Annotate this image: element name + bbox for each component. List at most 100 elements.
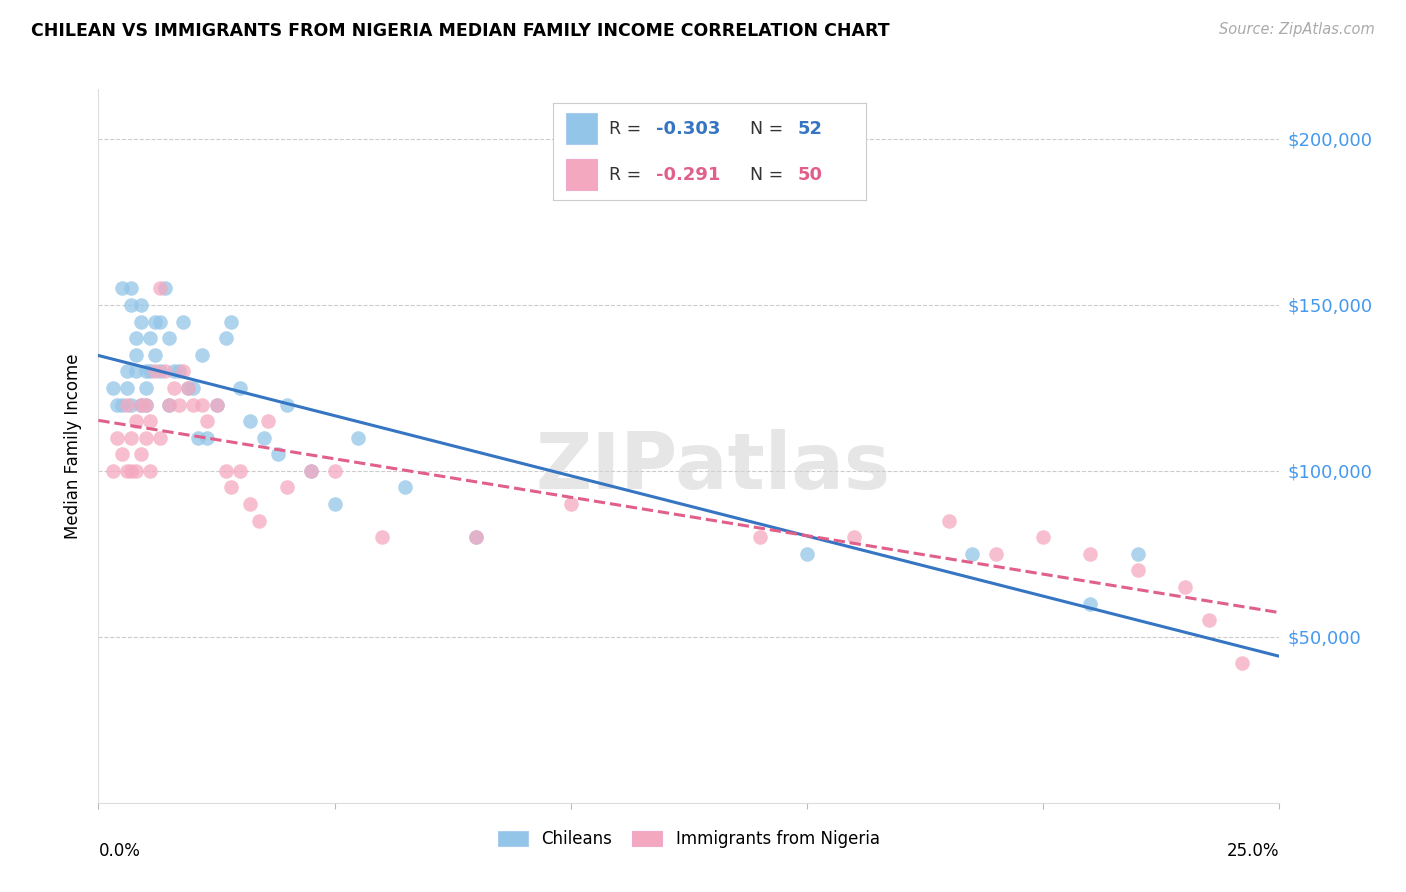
Point — [257, 414, 280, 428]
Point — [748, 530, 770, 544]
Text: CHILEAN VS IMMIGRANTS FROM NIGERIA MEDIAN FAMILY INCOME CORRELATION CHART: CHILEAN VS IMMIGRANTS FROM NIGERIA MEDIA… — [31, 22, 890, 40]
Point — [1032, 530, 1054, 544]
Point — [177, 381, 200, 395]
Point — [135, 431, 157, 445]
Point — [139, 464, 162, 478]
Point — [125, 464, 148, 478]
Point — [253, 431, 276, 445]
Point — [143, 364, 166, 378]
Point — [111, 447, 134, 461]
Point — [149, 431, 172, 445]
Point — [938, 514, 960, 528]
Point — [115, 364, 138, 378]
Point — [143, 314, 166, 328]
Point — [465, 530, 488, 544]
Point — [121, 397, 143, 411]
Point — [153, 364, 176, 378]
Point — [125, 364, 148, 378]
Point — [167, 364, 190, 378]
Point — [247, 514, 270, 528]
Point — [149, 364, 172, 378]
Y-axis label: Median Family Income: Median Family Income — [65, 353, 83, 539]
Point — [394, 481, 416, 495]
Point — [149, 281, 172, 295]
Point — [139, 414, 162, 428]
Legend: Chileans, Immigrants from Nigeria: Chileans, Immigrants from Nigeria — [492, 824, 886, 855]
Point — [205, 397, 228, 411]
Point — [125, 414, 148, 428]
Text: ZIPatlas: ZIPatlas — [536, 429, 890, 506]
Point — [129, 397, 152, 411]
Point — [115, 397, 138, 411]
Point — [135, 364, 157, 378]
Point — [1126, 564, 1149, 578]
Point — [195, 414, 218, 428]
Point — [844, 530, 866, 544]
Point — [181, 397, 204, 411]
Point — [129, 397, 152, 411]
Point — [276, 397, 298, 411]
Point — [121, 298, 143, 312]
Point — [163, 364, 186, 378]
Point — [105, 431, 128, 445]
Point — [219, 481, 242, 495]
Point — [111, 281, 134, 295]
Point — [215, 464, 238, 478]
Point — [139, 364, 162, 378]
Text: 0.0%: 0.0% — [98, 842, 141, 860]
Point — [984, 547, 1007, 561]
Point — [1230, 657, 1253, 671]
Point — [371, 530, 394, 544]
Point — [139, 331, 162, 345]
Point — [121, 431, 143, 445]
Point — [121, 281, 143, 295]
Point — [1174, 580, 1197, 594]
Point — [101, 381, 124, 395]
Point — [215, 331, 238, 345]
Point — [129, 298, 152, 312]
Point — [299, 464, 322, 478]
Point — [101, 464, 124, 478]
Point — [125, 331, 148, 345]
Point — [560, 497, 582, 511]
Point — [115, 464, 138, 478]
Point — [143, 348, 166, 362]
Point — [135, 397, 157, 411]
Point — [347, 431, 370, 445]
Point — [1198, 613, 1220, 627]
Point — [229, 381, 252, 395]
Point — [323, 464, 346, 478]
Point — [129, 314, 152, 328]
Point — [195, 431, 218, 445]
Point — [157, 331, 180, 345]
Point — [229, 464, 252, 478]
Point — [465, 530, 488, 544]
Text: Source: ZipAtlas.com: Source: ZipAtlas.com — [1219, 22, 1375, 37]
Point — [219, 314, 242, 328]
Point — [205, 397, 228, 411]
Point — [191, 348, 214, 362]
Point — [125, 348, 148, 362]
Text: 25.0%: 25.0% — [1227, 842, 1279, 860]
Point — [157, 397, 180, 411]
Point — [267, 447, 290, 461]
Point — [239, 414, 262, 428]
Point — [163, 381, 186, 395]
Point — [181, 381, 204, 395]
Point — [167, 397, 190, 411]
Point — [187, 431, 209, 445]
Point — [105, 397, 128, 411]
Point — [796, 547, 818, 561]
Point — [191, 397, 214, 411]
Point — [1080, 597, 1102, 611]
Point — [149, 314, 172, 328]
Point — [115, 381, 138, 395]
Point — [172, 314, 194, 328]
Point — [962, 547, 984, 561]
Point — [129, 447, 152, 461]
Point — [135, 397, 157, 411]
Point — [157, 397, 180, 411]
Point — [299, 464, 322, 478]
Point — [135, 381, 157, 395]
Point — [1080, 547, 1102, 561]
